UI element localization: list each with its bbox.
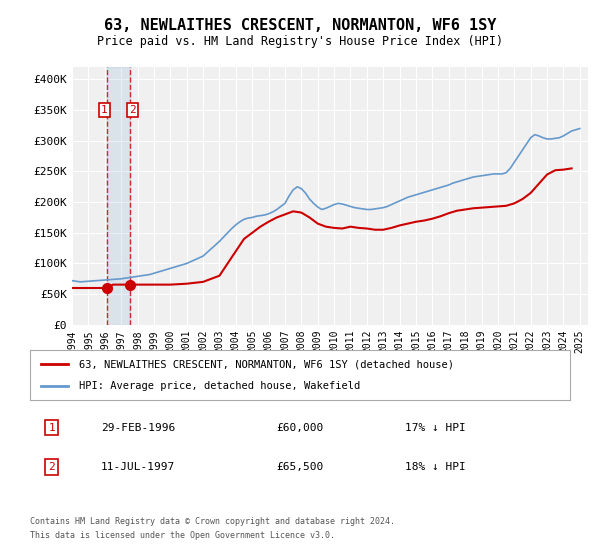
Text: 1: 1 [48, 423, 55, 433]
Text: 63, NEWLAITHES CRESCENT, NORMANTON, WF6 1SY: 63, NEWLAITHES CRESCENT, NORMANTON, WF6 … [104, 18, 496, 32]
Text: 11-JUL-1997: 11-JUL-1997 [101, 462, 175, 472]
Text: 18% ↓ HPI: 18% ↓ HPI [404, 462, 466, 472]
Text: £60,000: £60,000 [277, 423, 323, 433]
Text: HPI: Average price, detached house, Wakefield: HPI: Average price, detached house, Wake… [79, 381, 360, 391]
Text: Contains HM Land Registry data © Crown copyright and database right 2024.: Contains HM Land Registry data © Crown c… [30, 516, 395, 526]
Text: 17% ↓ HPI: 17% ↓ HPI [404, 423, 466, 433]
Text: This data is licensed under the Open Government Licence v3.0.: This data is licensed under the Open Gov… [30, 531, 335, 540]
Text: £65,500: £65,500 [277, 462, 323, 472]
Text: 2: 2 [48, 462, 55, 472]
Text: 1: 1 [101, 105, 107, 115]
Text: 29-FEB-1996: 29-FEB-1996 [101, 423, 175, 433]
Text: 2: 2 [129, 105, 136, 115]
Text: 63, NEWLAITHES CRESCENT, NORMANTON, WF6 1SY (detached house): 63, NEWLAITHES CRESCENT, NORMANTON, WF6 … [79, 359, 454, 369]
Text: Price paid vs. HM Land Registry's House Price Index (HPI): Price paid vs. HM Land Registry's House … [97, 35, 503, 49]
Bar [107, 67, 130, 325]
